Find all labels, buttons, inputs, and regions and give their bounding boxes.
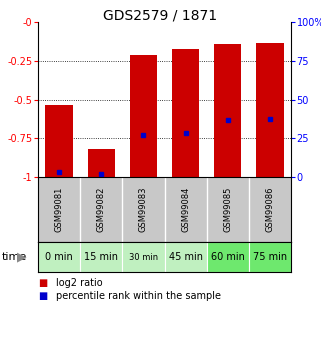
Text: time: time: [2, 252, 27, 262]
Text: GDS2579 / 1871: GDS2579 / 1871: [103, 9, 218, 23]
Text: ■: ■: [38, 291, 47, 301]
Bar: [172, 49, 199, 177]
Text: GSM99083: GSM99083: [139, 187, 148, 232]
Text: log2 ratio: log2 ratio: [56, 278, 102, 288]
Text: percentile rank within the sample: percentile rank within the sample: [56, 291, 221, 301]
Bar: [249, 242, 291, 272]
Text: 45 min: 45 min: [169, 252, 203, 262]
Bar: [256, 43, 284, 177]
Text: GSM99081: GSM99081: [55, 187, 64, 232]
Bar: [45, 105, 73, 177]
Bar: [164, 242, 207, 272]
Bar: [80, 242, 122, 272]
Text: ■: ■: [38, 278, 47, 288]
Text: GSM99086: GSM99086: [265, 187, 274, 232]
Bar: [130, 55, 157, 177]
Bar: [88, 149, 115, 177]
Text: ▶: ▶: [17, 250, 27, 264]
Bar: [122, 242, 164, 272]
Text: GSM99082: GSM99082: [97, 187, 106, 232]
Bar: [207, 242, 249, 272]
Text: 0 min: 0 min: [45, 252, 73, 262]
Text: 30 min: 30 min: [129, 253, 158, 262]
Text: GSM99085: GSM99085: [223, 187, 232, 232]
Text: GSM99084: GSM99084: [181, 187, 190, 232]
Text: 60 min: 60 min: [211, 252, 245, 262]
Bar: [38, 242, 80, 272]
Bar: [214, 44, 241, 177]
Text: 75 min: 75 min: [253, 252, 287, 262]
Text: 15 min: 15 min: [84, 252, 118, 262]
